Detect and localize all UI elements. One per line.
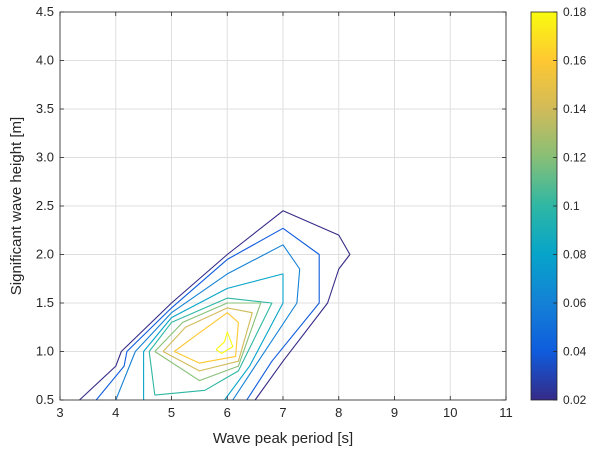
colorbar-tick-label: 0.18: [563, 5, 587, 19]
colorbar-tick-label: 0.1: [563, 199, 580, 213]
contour-line: [95, 227, 320, 401]
x-tick-label: 10: [443, 405, 457, 420]
contour-line: [215, 331, 234, 354]
x-axis-label: Wave peak period [s]: [213, 430, 353, 447]
y-tick-label: 2.5: [36, 198, 54, 213]
colorbar-tick-label: 0.02: [563, 393, 587, 407]
contour-line: [143, 273, 284, 401]
x-tick-label: 6: [224, 405, 231, 420]
contour-line: [173, 312, 239, 364]
contour-line: [162, 307, 253, 372]
colorbar-tick-label: 0.12: [563, 151, 587, 165]
x-tick-label: 3: [56, 405, 63, 420]
y-tick-label: 3.0: [36, 150, 54, 165]
y-tick-label: 3.5: [36, 101, 54, 116]
colorbar-tick-label: 0.16: [563, 54, 587, 68]
y-tick-label: 4.0: [36, 53, 54, 68]
y-axis-label: Significant wave height [m]: [8, 117, 25, 295]
x-axis-ticks: 3 4 5 6 7 8 9 10 11: [56, 12, 513, 420]
contour-line: [154, 302, 262, 382]
y-tick-label: 1.0: [36, 344, 54, 359]
colorbar-ticks: 0.02 0.04 0.06 0.08 0.1 0.12 0.14 0.16 0.18: [553, 5, 587, 407]
contour-line: [148, 297, 273, 396]
x-tick-label: 8: [335, 405, 342, 420]
y-tick-label: 2.0: [36, 247, 54, 262]
x-tick-label: 11: [499, 405, 513, 420]
y-tick-label: 1.5: [36, 295, 54, 310]
contour-line: [79, 210, 351, 401]
x-tick-label: 9: [391, 405, 398, 420]
y-tick-label: 0.5: [36, 392, 54, 407]
y-axis-ticks: 0.5 1.0 1.5 2.0 2.5 3.0 3.5 4.0 4.5: [36, 4, 506, 407]
colorbar-tick-label: 0.08: [563, 248, 587, 262]
colorbar-tick-label: 0.04: [563, 345, 587, 359]
y-tick-label: 4.5: [36, 4, 54, 19]
contour-lines: [79, 210, 351, 401]
colorbar: [530, 11, 558, 401]
contour-line: [115, 244, 301, 401]
x-tick-label: 5: [168, 405, 175, 420]
x-tick-label: 7: [279, 405, 286, 420]
colorbar-tick-label: 0.06: [563, 296, 587, 310]
x-tick-label: 4: [112, 405, 119, 420]
colorbar-tick-label: 0.14: [563, 102, 587, 116]
